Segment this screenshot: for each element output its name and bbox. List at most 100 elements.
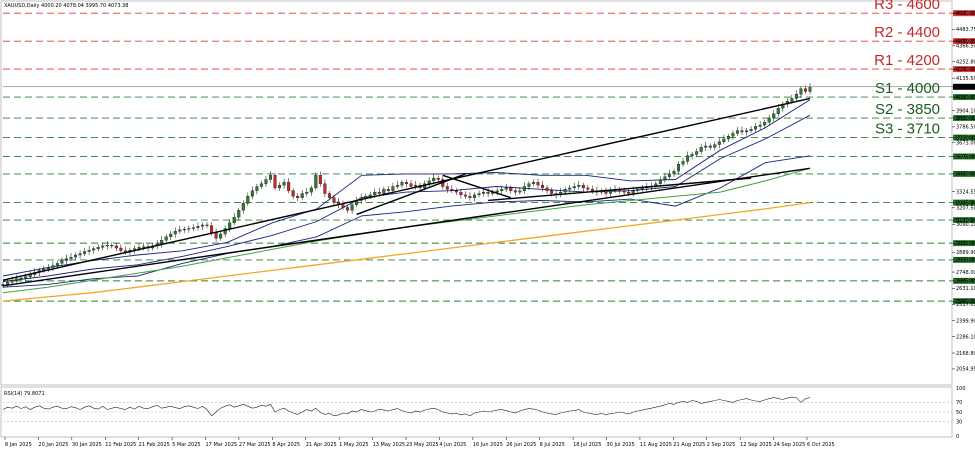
- candle-body: [373, 191, 377, 196]
- candle-body: [10, 280, 14, 283]
- date-tick-label: 30 Jul 2025: [607, 442, 635, 448]
- candle: [667, 169, 671, 180]
- candle: [590, 185, 594, 194]
- candle: [268, 171, 272, 184]
- candle-body: [436, 177, 440, 180]
- candle-body: [631, 190, 635, 194]
- candle-body: [64, 258, 68, 261]
- candle-body: [708, 145, 712, 148]
- candle-body: [314, 175, 318, 189]
- moving-average-slow: [2, 201, 811, 302]
- date-tick-label: 11 Aug 2025: [640, 442, 672, 448]
- candle: [219, 231, 223, 241]
- candle-body: [296, 196, 300, 198]
- candle: [568, 184, 572, 193]
- candle-body: [191, 227, 195, 229]
- price-tick-label: 4200.00: [956, 67, 975, 73]
- candle-body: [541, 184, 545, 189]
- candle: [468, 192, 472, 201]
- candle-body: [178, 229, 182, 232]
- candle: [450, 185, 454, 194]
- candle: [522, 182, 526, 194]
- candle-body: [287, 182, 291, 191]
- candle: [690, 151, 694, 160]
- candle-body: [454, 190, 458, 193]
- candle-body: [622, 190, 626, 193]
- candle-body: [278, 184, 282, 189]
- candle-body: [232, 217, 236, 224]
- candle-body: [210, 225, 214, 233]
- candle-body: [92, 248, 96, 251]
- candle: [205, 221, 209, 229]
- candle-body: [142, 246, 146, 248]
- candle: [400, 179, 404, 189]
- candle: [581, 182, 585, 192]
- candle: [454, 188, 458, 196]
- candle: [259, 180, 263, 190]
- candle: [459, 189, 463, 199]
- candle-body: [740, 130, 744, 133]
- candle-body: [300, 193, 304, 198]
- date-tick-label: 1 May 2025: [339, 442, 368, 448]
- candle: [463, 191, 467, 199]
- price-tick-label: 2889.90: [956, 250, 975, 256]
- candle-body: [763, 122, 767, 126]
- price-tick-label: 2685.00: [956, 279, 975, 285]
- candle: [232, 213, 236, 226]
- level-price-tag-text-2685: 2685.00: [954, 279, 975, 285]
- candle-body: [246, 196, 250, 204]
- level-price-tag-2685: [953, 277, 975, 284]
- candle-body: [60, 260, 64, 264]
- candle: [273, 172, 277, 191]
- candle-body: [223, 228, 227, 235]
- candle-body: [550, 190, 554, 194]
- candle: [87, 245, 91, 255]
- candle: [708, 143, 712, 150]
- candle-body: [96, 247, 100, 249]
- candle-body: [259, 183, 263, 187]
- level-price-tag-3710: [953, 134, 975, 141]
- candle-body: [250, 190, 254, 197]
- candle-body: [414, 184, 418, 187]
- trend-line-2: [2, 97, 811, 281]
- candle-body: [500, 189, 504, 191]
- candle: [504, 183, 508, 192]
- candle-body: [758, 124, 762, 127]
- candle-body: [486, 191, 490, 194]
- candle: [745, 128, 749, 136]
- price-tick-label: 2835.00: [956, 258, 975, 264]
- candle: [255, 183, 259, 195]
- date-tick-label: 21 Apr 2025: [306, 442, 337, 448]
- candle-body: [663, 176, 667, 180]
- candle-body: [704, 145, 708, 148]
- candle: [64, 254, 68, 265]
- price-tick-label: 2540.00: [956, 299, 975, 305]
- level-price-tag-text-3850: 3850.00: [954, 116, 975, 122]
- candle-body: [586, 187, 590, 190]
- date-tick-label: 21 Feb 2025: [139, 442, 170, 448]
- candle-body: [745, 130, 749, 133]
- date-tick-label: 30 Jan 2025: [72, 442, 102, 448]
- price-tick-label: 4483.75: [956, 27, 975, 33]
- candle-body: [808, 86, 812, 92]
- candle-body: [255, 186, 259, 191]
- candle: [101, 242, 105, 251]
- candle-body: [346, 207, 350, 211]
- candle: [677, 161, 681, 175]
- trend-line-5: [488, 177, 752, 202]
- candle: [237, 207, 241, 221]
- candle-body: [545, 187, 549, 191]
- candle-body: [110, 245, 114, 247]
- level-label-3850: S2 - 3850: [875, 101, 940, 118]
- level-label-4600: R3 - 4600: [874, 0, 940, 13]
- candle: [364, 193, 368, 202]
- price-tick-label: 3904.10: [956, 108, 975, 114]
- candle: [409, 180, 413, 190]
- date-tick-label: 6 Oct 2025: [807, 442, 835, 448]
- candle-body: [695, 151, 699, 155]
- candle-body: [341, 204, 345, 208]
- candle-body: [282, 182, 286, 186]
- candle: [404, 179, 409, 188]
- candle: [291, 188, 295, 200]
- candle-body: [463, 194, 467, 197]
